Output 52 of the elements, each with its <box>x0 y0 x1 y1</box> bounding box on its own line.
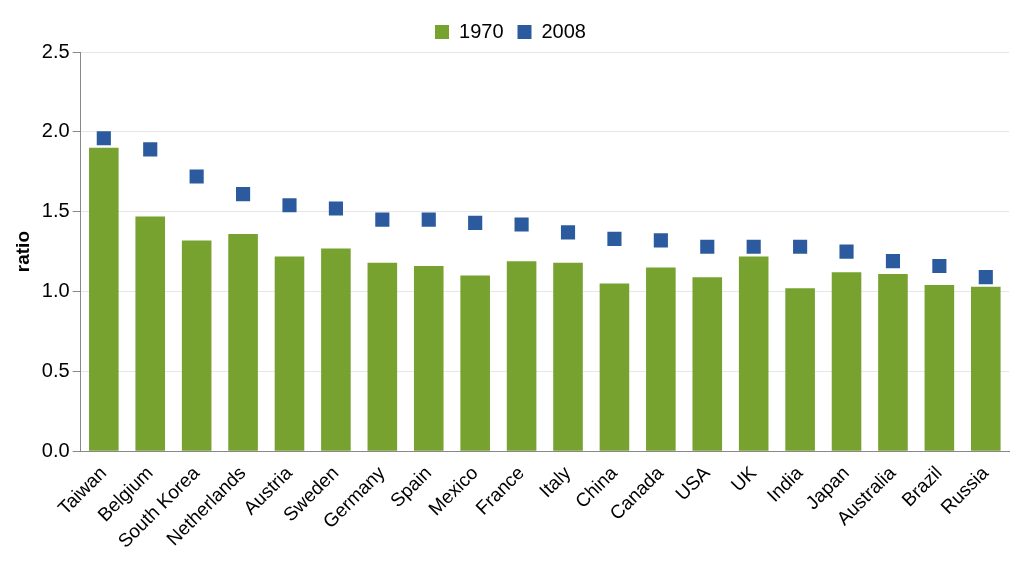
x-tick-label: Italy <box>535 461 575 502</box>
point <box>885 254 901 269</box>
x-tick-label: UK <box>726 461 761 496</box>
bar <box>785 288 815 451</box>
y-axis-title: ratio <box>11 231 33 273</box>
point <box>189 169 204 184</box>
y-tick-label: 2.0 <box>41 119 70 142</box>
point <box>143 142 158 157</box>
bar <box>135 216 166 451</box>
point <box>932 258 947 274</box>
y-tick-label: 1.0 <box>41 279 70 302</box>
bar <box>228 234 258 451</box>
y-tick-label: 0.5 <box>41 358 70 381</box>
point <box>421 212 436 227</box>
bar <box>738 256 769 451</box>
point <box>560 225 576 240</box>
bar <box>831 272 862 451</box>
bar <box>367 262 398 451</box>
bar <box>506 261 537 451</box>
bar <box>692 277 723 451</box>
y-tick-label: 1.5 <box>41 199 70 222</box>
bar <box>599 283 630 451</box>
point <box>328 201 343 216</box>
bar <box>970 286 1001 451</box>
bar <box>460 275 490 451</box>
bar <box>878 273 908 451</box>
point <box>839 244 854 259</box>
y-tick-label: 2.5 <box>41 39 70 62</box>
bar <box>924 285 955 451</box>
point <box>236 187 251 202</box>
point <box>978 270 993 285</box>
point <box>746 239 761 254</box>
point <box>468 215 483 230</box>
x-tick-label: USA <box>671 461 715 505</box>
point <box>514 217 529 232</box>
bar <box>89 147 119 451</box>
point <box>96 131 111 146</box>
bar <box>181 240 212 451</box>
bar <box>321 248 351 451</box>
legend-label: 2008 <box>541 19 586 42</box>
bar <box>553 262 583 451</box>
point <box>793 239 808 254</box>
y-tick-label: 0.0 <box>41 438 70 461</box>
legend-label: 1970 <box>459 19 504 42</box>
point <box>700 239 715 254</box>
point <box>375 212 390 227</box>
point <box>607 231 622 246</box>
bar <box>646 267 676 451</box>
point <box>282 198 297 213</box>
point <box>653 233 668 248</box>
bar <box>274 256 305 451</box>
bar <box>413 265 444 451</box>
